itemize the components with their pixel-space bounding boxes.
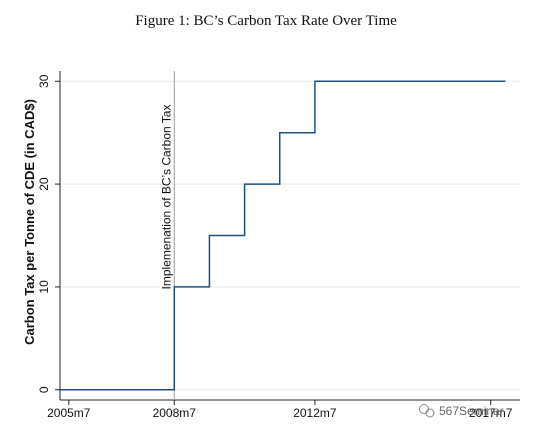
x-tick-label: 2005m7 — [47, 406, 91, 420]
y-tick-label: 0 — [37, 386, 51, 393]
y-tick-label: 20 — [37, 177, 51, 191]
implementation-label: Implemenation of BC’s Carbon Tax — [159, 105, 173, 290]
watermark: 567Seminar — [419, 404, 504, 418]
x-tick-label: 2008m7 — [153, 406, 197, 420]
wechat-icon — [419, 404, 435, 418]
gridlines — [60, 80, 520, 391]
x-tick-label: 2017m7 — [469, 406, 513, 420]
y-ticks: 0 10 20 30 — [37, 74, 60, 393]
y-axis-label: Carbon Tax per Tonne of CDE (in CAD$) — [22, 99, 37, 345]
y-tick-label: 10 — [37, 280, 51, 294]
watermark-text: 567Seminar — [439, 404, 504, 418]
x-tick-label: 2012m7 — [293, 406, 337, 420]
series — [60, 80, 506, 391]
y-tick-label: 30 — [37, 74, 51, 88]
x-ticks: 2005m7 2008m7 2012m7 2017m7 — [47, 400, 513, 420]
annotations: Implemenation of BC’s Carbon Tax — [159, 71, 175, 400]
series-line — [60, 80, 506, 391]
figure-caption: Figure 1: BC’s Carbon Tax Rate Over Time — [135, 13, 397, 29]
